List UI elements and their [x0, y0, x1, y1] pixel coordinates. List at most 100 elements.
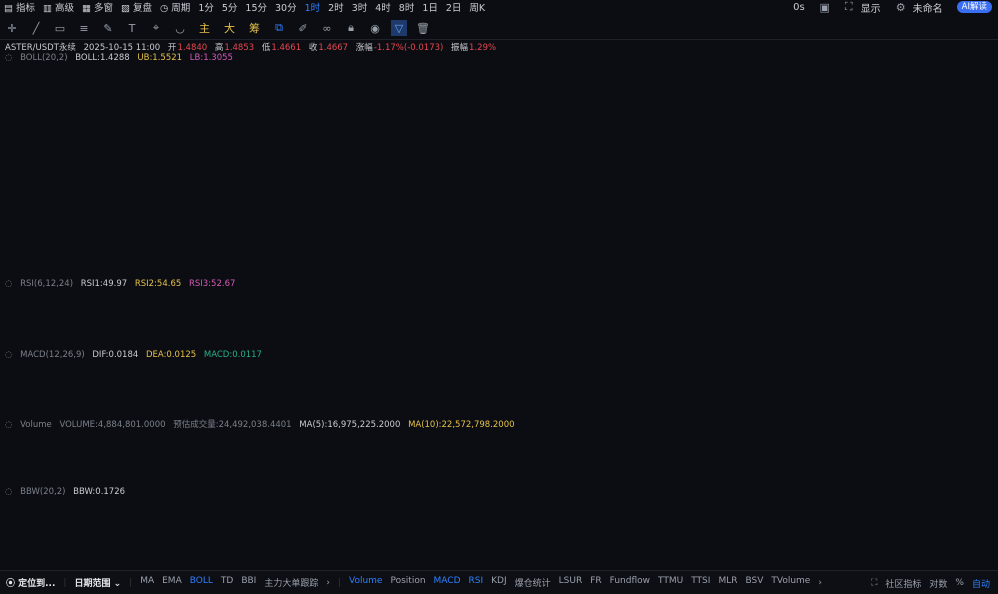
- toolbar-item-0[interactable]: ▤ 指标: [4, 3, 35, 14]
- community-indicator-button[interactable]: 社区指标: [885, 579, 922, 590]
- toolbar-item-16[interactable]: 周K: [469, 3, 486, 14]
- sub-tab-4[interactable]: KDJ: [491, 576, 507, 586]
- goto-button[interactable]: ⦿ 定位到...: [6, 579, 56, 589]
- settings-icon[interactable]: ⚙: [895, 0, 906, 14]
- toolbar-item-3[interactable]: ▧ 复盘: [121, 3, 152, 14]
- trash-icon[interactable]: 🗑︎: [416, 21, 430, 35]
- measure-icon[interactable]: ⌖: [152, 21, 160, 34]
- magnet-icon[interactable]: ◡: [175, 21, 185, 35]
- rsi-name[interactable]: RSI(6,12,24): [20, 279, 74, 289]
- sub-tab-3[interactable]: RSI: [468, 576, 484, 586]
- sub-tab-1[interactable]: Position: [390, 576, 426, 586]
- fib-tool-icon[interactable]: ≡: [79, 21, 89, 35]
- chevron-right-icon[interactable]: ›: [818, 577, 822, 588]
- line-tool-icon[interactable]: ╱: [32, 21, 40, 35]
- bell-icon[interactable]: ◌: [5, 53, 13, 63]
- sub-tab-12[interactable]: BSV: [745, 576, 764, 586]
- copy-icon[interactable]: ⧉: [275, 21, 283, 34]
- volume-bar-17: [133, 470, 141, 485]
- macd-bar-65: [509, 382, 516, 391]
- candle-body-73: [571, 168, 579, 178]
- toolbar-item-7[interactable]: 15分: [245, 3, 267, 14]
- log-button[interactable]: 对数: [929, 579, 948, 590]
- candle-body-61: [477, 165, 485, 178]
- auto-button[interactable]: 自动: [971, 579, 990, 590]
- toolbar-item-9[interactable]: 1时: [304, 3, 321, 14]
- macd-bar-80: [626, 377, 633, 384]
- percent-button[interactable]: %: [955, 578, 964, 588]
- date-range-button[interactable]: 日期范围 ⌄: [74, 579, 122, 589]
- toolbar-item-10[interactable]: 2时: [328, 3, 344, 14]
- toolbar-item-11[interactable]: 3时: [351, 3, 368, 14]
- eye-icon[interactable]: ◉: [370, 21, 380, 35]
- x-tick-14: 16: [875, 556, 885, 565]
- toolbar-item-8[interactable]: 30分: [275, 3, 297, 14]
- crosshair-icon[interactable]: ✛: [7, 21, 17, 35]
- candle-body-32: [250, 152, 258, 165]
- date-range-label: 日期范围: [74, 579, 111, 589]
- toolbar-item-6[interactable]: 5分: [221, 3, 238, 14]
- rsi-bell-icon[interactable]: ◌: [5, 279, 13, 289]
- chevron-right-icon[interactable]: ›: [326, 577, 330, 588]
- main-tab-1[interactable]: EMA: [162, 576, 182, 586]
- bbw-bell-icon[interactable]: ◌: [5, 487, 13, 497]
- camera-icon[interactable]: ▣: [819, 0, 830, 14]
- toolbar-item-5[interactable]: 1分: [198, 3, 214, 14]
- bbw-line: [3, 495, 646, 549]
- toolbar-item-14[interactable]: 1日: [422, 3, 438, 14]
- macd-bar-34: [266, 365, 273, 384]
- brush-tool-icon[interactable]: ✎: [103, 21, 113, 35]
- macd-bar-14: [110, 382, 117, 393]
- sub-tab-13[interactable]: TVolume: [771, 576, 811, 586]
- macd-name[interactable]: MACD(12,26,9): [20, 350, 85, 360]
- indicator-main-button[interactable]: 主: [199, 22, 210, 35]
- sub-tab-5[interactable]: 爆仓统计: [514, 579, 551, 589]
- sub-tab-9[interactable]: TTMU: [658, 576, 684, 586]
- volume-bar-49: [384, 467, 391, 485]
- account-button[interactable]: 未命名: [912, 3, 943, 15]
- pen-icon[interactable]: ✐: [298, 21, 308, 35]
- toolbar-item-1[interactable]: ▥ 高级: [43, 3, 74, 14]
- bbw-name[interactable]: BBW(20,2): [20, 487, 66, 497]
- toolbar-item-15[interactable]: 2日: [445, 3, 462, 14]
- main-tab-3[interactable]: TD: [220, 576, 234, 586]
- indicator-chip-button[interactable]: 筹: [249, 22, 260, 35]
- filter-icon[interactable]: ▽: [391, 20, 407, 36]
- fullscreen-icon[interactable]: ⛶: [844, 0, 853, 13]
- main-tab-5[interactable]: 主力大单跟踪: [264, 579, 319, 589]
- vol-name[interactable]: Volume: [20, 420, 52, 430]
- indicator-big-button[interactable]: 大: [224, 22, 235, 35]
- candle-body-35: [274, 145, 281, 152]
- macd-bar-47: [368, 379, 375, 384]
- boll-name[interactable]: BOLL(20,2): [20, 53, 68, 63]
- rect-tool-icon[interactable]: ▭: [54, 21, 66, 35]
- support-price-tag-bg: [957, 208, 995, 221]
- main-tab-4[interactable]: BBI: [241, 576, 257, 586]
- toolbar-item-12[interactable]: 4时: [375, 3, 391, 14]
- sub-tab-10[interactable]: TTSI: [691, 576, 711, 586]
- toolbar-item-13[interactable]: 8时: [398, 3, 415, 14]
- display-button[interactable]: 显示: [860, 3, 881, 15]
- sub-tab-8[interactable]: Fundflow: [609, 576, 651, 586]
- macd-bell-icon[interactable]: ◌: [5, 350, 13, 360]
- open-label: 开: [167, 43, 177, 53]
- text-tool-icon[interactable]: T: [128, 21, 136, 35]
- sub-tab-7[interactable]: FR: [590, 576, 602, 586]
- candle-body-38: [297, 150, 305, 160]
- main-tab-0[interactable]: MA: [140, 576, 155, 586]
- sub-tab-0[interactable]: Volume: [349, 576, 383, 586]
- community-icon[interactable]: ⛶: [871, 578, 878, 588]
- toolbar-item-2[interactable]: ▦ 多窗: [82, 3, 113, 14]
- toolbar-item-4[interactable]: ◷ 周期: [160, 3, 191, 14]
- sub-tab-11[interactable]: MLR: [718, 576, 738, 586]
- vol-bell-icon[interactable]: ◌: [5, 420, 13, 430]
- candle-body-0: [0, 170, 8, 175]
- sub-tab-6[interactable]: LSUR: [558, 576, 583, 586]
- main-tab-2[interactable]: BOLL: [189, 576, 213, 586]
- macd-bar-82: [642, 378, 649, 384]
- ai-button[interactable]: AI解读: [956, 1, 992, 13]
- macd-bar-53: [415, 382, 422, 389]
- lock-icon[interactable]: 🔒︎: [348, 21, 354, 34]
- link-icon[interactable]: ∞: [322, 21, 332, 35]
- sub-tab-2[interactable]: MACD: [433, 576, 461, 586]
